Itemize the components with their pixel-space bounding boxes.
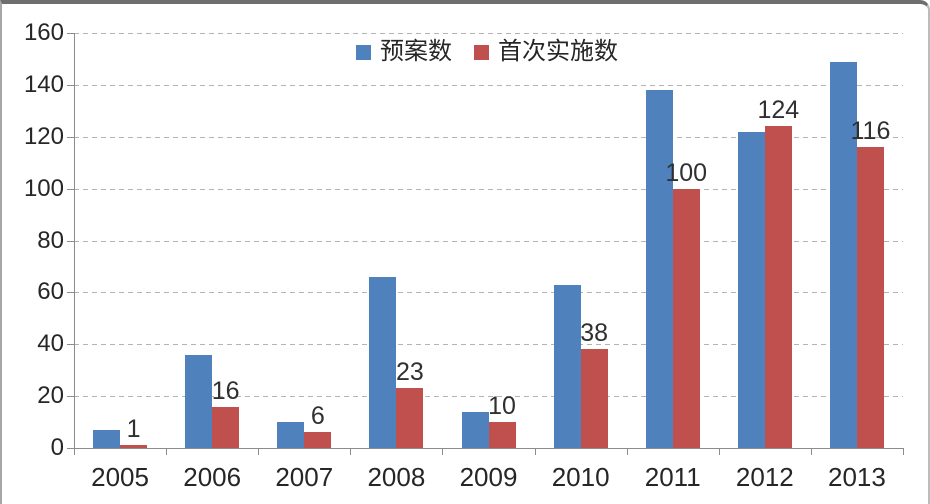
y-axis-tick — [67, 292, 74, 294]
y-axis-line — [74, 33, 75, 448]
x-axis-tick — [258, 448, 260, 455]
bar-2009-series-1 — [488, 422, 516, 448]
x-tick-label: 2007 — [275, 462, 334, 492]
data-label: 6 — [310, 402, 325, 431]
x-axis-line — [67, 448, 904, 449]
legend-swatch-red — [474, 44, 489, 60]
y-tick-label: 120 — [23, 122, 64, 150]
gridline — [74, 396, 903, 398]
x-axis-tick — [534, 448, 536, 455]
data-label: 100 — [665, 158, 708, 187]
bar-2009-series-0 — [461, 411, 489, 448]
bar-2006-series-1 — [212, 406, 240, 448]
x-tick-label: 2011 — [644, 462, 701, 492]
y-tick-label: 160 — [23, 19, 64, 46]
bar-2005-series-1 — [120, 445, 148, 448]
legend: 预案数 首次实施数 — [356, 40, 618, 64]
x-tick-label: 2013 — [828, 462, 886, 492]
x-axis-tick — [74, 448, 75, 455]
legend-item-series-0: 预案数 — [356, 40, 452, 64]
x-tick-label: 2005 — [91, 462, 149, 492]
x-tick-label: 2010 — [551, 462, 610, 492]
y-axis-tick — [67, 240, 74, 242]
y-axis-tick — [67, 344, 74, 346]
x-axis-tick — [718, 448, 720, 455]
y-axis-tick — [67, 33, 74, 34]
bar-2006-series-0 — [185, 354, 213, 448]
gridline — [74, 33, 903, 34]
y-axis-tick — [67, 136, 74, 138]
x-axis-tick — [350, 448, 352, 455]
legend-label-series-0: 预案数 — [380, 38, 452, 65]
bar-2008-series-1 — [396, 388, 424, 448]
legend-label-series-1: 首次实施数 — [498, 38, 618, 65]
x-axis-tick — [903, 448, 904, 455]
x-tick-label: 2006 — [183, 462, 242, 492]
y-tick-label: 0 — [50, 434, 64, 461]
bar-2011-series-0 — [645, 90, 673, 448]
data-label: 124 — [757, 96, 800, 125]
y-tick-label: 20 — [37, 382, 64, 410]
y-tick-label: 100 — [23, 174, 64, 202]
y-tick-label: 80 — [37, 226, 64, 254]
y-tick-label: 60 — [37, 278, 64, 306]
x-axis-tick — [442, 448, 444, 455]
bar-2007-series-0 — [277, 422, 305, 448]
bar-2013-series-1 — [856, 147, 884, 448]
gridline — [74, 188, 903, 190]
data-label: 10 — [488, 392, 516, 421]
bar-2010-series-1 — [580, 349, 608, 448]
gridline — [74, 84, 903, 86]
data-label: 38 — [580, 319, 609, 348]
data-label: 116 — [850, 117, 891, 146]
bar-2005-series-0 — [93, 429, 121, 448]
bar-2013-series-0 — [829, 61, 857, 448]
y-axis-tick — [67, 188, 74, 190]
bar-2007-series-1 — [304, 432, 332, 448]
x-axis-tick — [810, 448, 812, 455]
gridline — [74, 240, 903, 242]
y-tick-label: 40 — [37, 330, 64, 358]
x-tick-label: 2012 — [735, 462, 794, 492]
gridline — [74, 344, 903, 346]
legend-item-series-1: 首次实施数 — [474, 40, 618, 64]
bar-2010-series-0 — [553, 284, 581, 448]
y-axis-tick — [67, 396, 74, 398]
y-axis-tick — [67, 84, 74, 86]
x-axis-tick — [626, 448, 628, 455]
bar-2012-series-0 — [737, 131, 765, 448]
gridline — [74, 292, 903, 294]
bar-2008-series-0 — [369, 276, 397, 448]
x-tick-label: 2008 — [367, 462, 426, 492]
data-label: 16 — [211, 376, 240, 405]
legend-swatch-blue — [356, 44, 371, 60]
bar-2011-series-1 — [672, 188, 700, 448]
x-tick-label: 2009 — [459, 462, 518, 492]
data-label: 1 — [126, 415, 141, 444]
y-tick-label: 140 — [23, 70, 64, 98]
gridline — [74, 136, 903, 138]
data-label: 23 — [395, 358, 424, 387]
x-axis-tick — [166, 448, 168, 455]
bar-2012-series-1 — [764, 126, 792, 448]
